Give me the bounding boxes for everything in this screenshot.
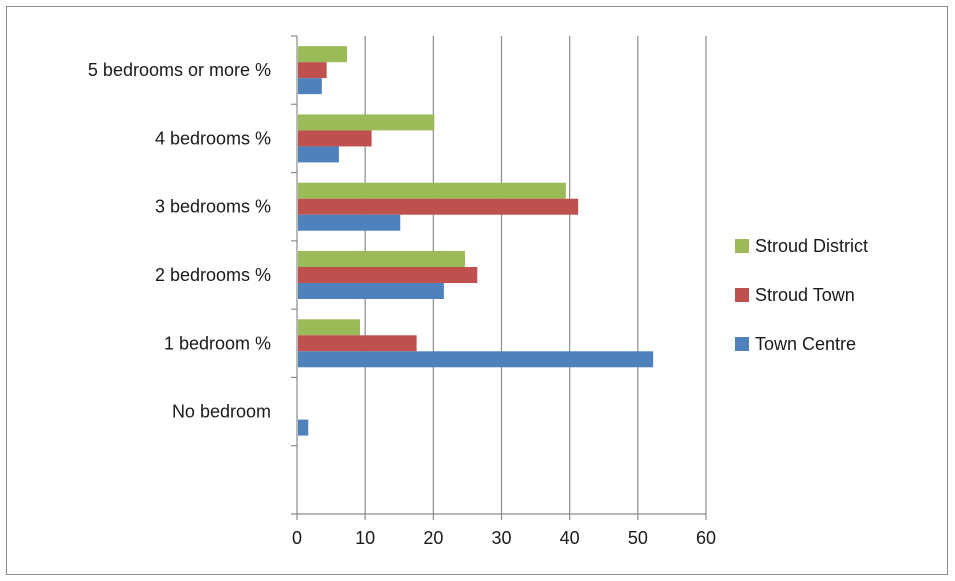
y-tick-label: 5 bedrooms or more %: [88, 60, 271, 80]
bar-stroud-town-3: [298, 267, 478, 283]
bar-stroud-district-1: [298, 114, 435, 131]
bar-stroud-town-2: [298, 198, 579, 215]
legend-label: Town Centre: [755, 334, 856, 354]
bar-stroud-town-4: [298, 335, 417, 352]
y-tick-label: 1 bedroom %: [164, 333, 271, 353]
bar-town-centre-0: [298, 78, 322, 95]
x-tick-label: 50: [628, 528, 648, 548]
bar-stroud-town-1: [298, 130, 372, 147]
bar-town-centre-2: [298, 214, 401, 231]
x-tick-label: 30: [491, 528, 511, 548]
axes: [291, 35, 707, 520]
y-tick-label: No bedroom: [172, 402, 271, 422]
bar-stroud-district-4: [298, 319, 361, 336]
legend-swatch: [735, 288, 749, 302]
x-tick-label: 10: [355, 528, 375, 548]
x-tick-labels: 0 10 20 30 40 50 60: [292, 528, 716, 548]
bar-stroud-district-2: [298, 182, 566, 199]
bar-stroud-district-0: [298, 46, 348, 63]
bar-stroud-district-3: [298, 251, 466, 267]
x-tick-label: 20: [423, 528, 443, 548]
legend-swatch: [735, 239, 749, 253]
bar-town-centre-4: [298, 351, 654, 368]
x-tick-label: 0: [292, 528, 302, 548]
legend-label: Stroud District: [755, 236, 868, 256]
y-tick-label: 4 bedrooms %: [155, 128, 271, 148]
bars: [298, 46, 654, 436]
y-tick-label: 3 bedrooms %: [155, 197, 271, 217]
y-tick-labels: 5 bedrooms or more % 4 bedrooms % 3 bedroo…: [88, 60, 271, 421]
y-tick-label: 2 bedrooms %: [155, 265, 271, 285]
x-tick-label: 60: [696, 528, 716, 548]
bar-stroud-town-0: [298, 62, 327, 79]
bar-town-centre-3: [298, 283, 444, 299]
legend-label: Stroud Town: [755, 285, 855, 305]
bar-town-centre-5: [298, 419, 309, 436]
legend: Stroud District Stroud Town Town Centre: [735, 236, 868, 354]
legend-swatch: [735, 337, 749, 351]
bar-town-centre-1: [298, 146, 339, 163]
chart-frame: [6, 6, 948, 575]
x-tick-label: 40: [560, 528, 580, 548]
